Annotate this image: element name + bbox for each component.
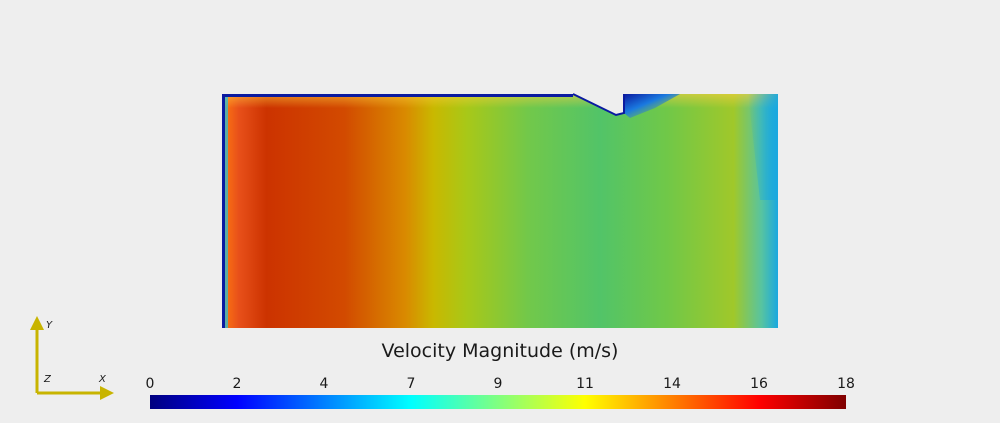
top-boundary-layer <box>222 94 778 328</box>
top-wall-layer <box>222 94 573 97</box>
left-wall-layer <box>222 94 225 328</box>
right-wall-layer <box>748 94 778 200</box>
left-cyan-band <box>225 97 228 328</box>
orientation-axes <box>30 316 114 400</box>
scalar-bar-tick-label: 0 <box>145 376 155 392</box>
scalar-bar-tick-label: 16 <box>750 376 768 392</box>
x-axis-label: X <box>99 374 106 385</box>
scalar-bar-tick-label: 2 <box>232 376 242 392</box>
x-axis-arrow <box>100 386 114 400</box>
y-axis-label: Y <box>46 320 53 331</box>
vortex-region <box>624 94 680 118</box>
scalar-bar-tick-label: 7 <box>406 376 416 392</box>
velocity-field[interactable] <box>222 93 778 328</box>
z-axis-label: Z <box>44 374 51 385</box>
notch-edge <box>572 93 625 117</box>
scalar-bar-gradient <box>150 395 846 409</box>
scalar-bar-tick-label: 9 <box>493 376 503 392</box>
scalar-bar-tick-label: 4 <box>319 376 329 392</box>
scalar-bar-tick-label: 14 <box>663 376 681 392</box>
y-axis-arrow <box>30 316 44 330</box>
scalar-bar-title: Velocity Magnitude (m/s) <box>381 340 619 362</box>
scalar-bar-tick-label: 11 <box>576 376 594 392</box>
scalar-bar[interactable] <box>150 395 846 409</box>
scalar-bar-tick-label: 18 <box>837 376 855 392</box>
